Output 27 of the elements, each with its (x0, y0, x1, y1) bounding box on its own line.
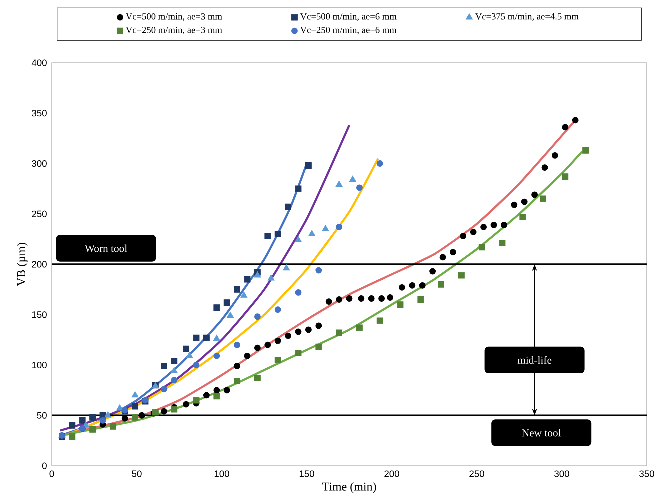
y-tick-label: 350 (32, 110, 47, 117)
x-tick-label: 200 (384, 470, 400, 478)
y-tick-label: 400 (32, 60, 47, 66)
y-tick-label: 300 (32, 160, 47, 168)
x-tick-label: 150 (300, 470, 314, 478)
legend-label: Vc=500 m/min, ae=6 mm (300, 13, 397, 22)
y-axis-title: VB (µm) (17, 243, 28, 286)
legend-label: Vc=500 m/min, ae=3 mm (126, 13, 222, 22)
legend-label: Vc=375 m/min, ae=4.5 mm (475, 14, 579, 22)
y-tick-label: 50 (37, 412, 47, 419)
y-tick-label: 200 (32, 261, 47, 268)
y-tick-label: 250 (32, 210, 47, 218)
annotation: mid-life (518, 356, 552, 364)
y-tick-label: 150 (32, 312, 47, 318)
x-tick-label: 0 (50, 470, 54, 478)
legend-label: Vc=250 m/min, ae=6 mm (300, 27, 397, 35)
x-tick-label: 300 (554, 470, 570, 478)
y-tick-label: 100 (32, 362, 47, 369)
legend-label: Vc=250 m/min, ae=3 mm (126, 27, 222, 35)
x-tick-label: 100 (214, 470, 230, 478)
ref-line-label: Worn tool (84, 244, 128, 252)
x-tick-label: 250 (470, 470, 484, 478)
x-axis-title: Time (min) (322, 482, 376, 494)
x-tick-label: 50 (132, 470, 142, 478)
x-tick-label: 350 (640, 470, 654, 478)
ref-line-label: New tool (522, 429, 562, 437)
y-tick-label: 0 (42, 462, 47, 470)
